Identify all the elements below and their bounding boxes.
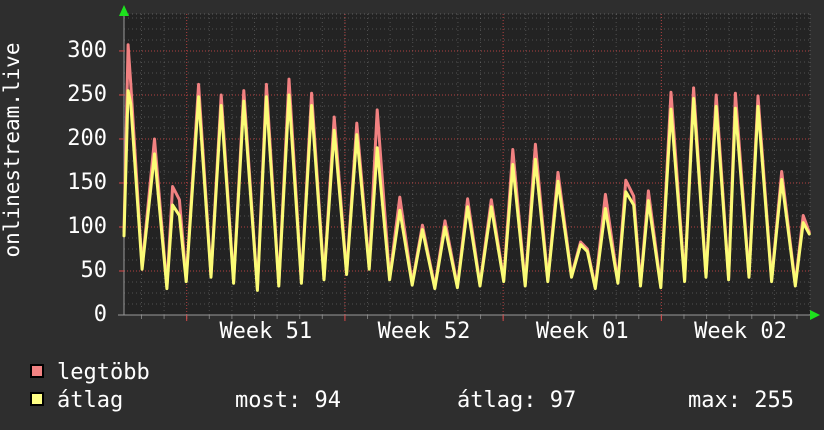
x-axis-arrow-icon [810, 310, 820, 320]
y-axis-tick-label: 150 [67, 169, 107, 195]
plot-area [124, 14, 810, 315]
y-axis-tick-label: 200 [67, 125, 107, 151]
x-axis-week-label: Week 02 [694, 319, 787, 344]
legend-swatch-avg [30, 392, 44, 406]
series-line-avg [122, 89, 811, 292]
legend-swatch-max [30, 364, 44, 378]
vertical-axis-title: onlinestream.live [0, 42, 24, 258]
y-axis-tick-label: 250 [67, 81, 107, 107]
series-line-max [122, 43, 811, 291]
y-axis-tick-label: 300 [67, 37, 107, 63]
y-axis-tick-label: 100 [67, 213, 107, 239]
legend-label-avg: átlag [57, 388, 124, 413]
stat-atlag: átlag: 97 [457, 388, 577, 413]
x-axis-week-label: Week 51 [219, 319, 313, 344]
y-axis-tick-label: 0 [93, 302, 107, 327]
x-axis-week-label: Week 52 [377, 319, 471, 344]
stat-most: most: 94 [235, 388, 341, 413]
y-axis-arrow-icon [119, 5, 129, 16]
x-axis-week-label: Week 01 [535, 319, 629, 344]
legend-label-max: legtöbb [57, 360, 150, 385]
y-axis-tick-label: 50 [80, 257, 108, 283]
stat-max: max: 255 [688, 388, 794, 413]
